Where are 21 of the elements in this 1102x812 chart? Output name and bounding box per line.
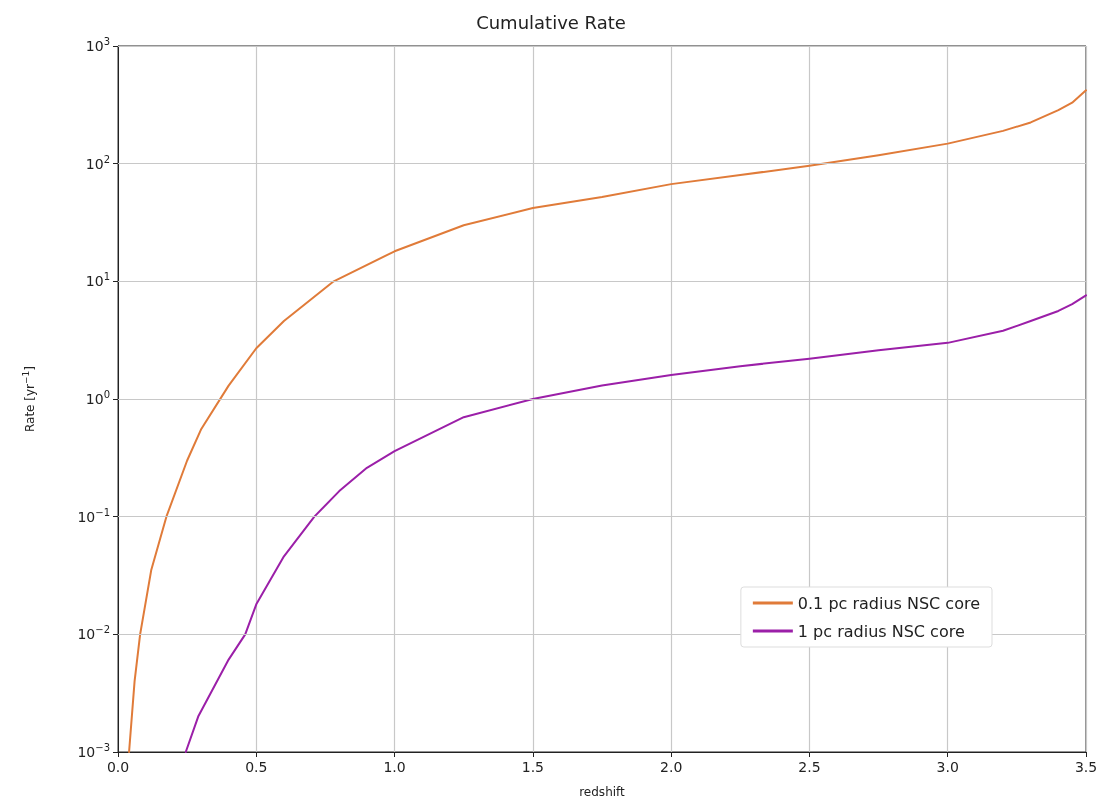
chart-title: Cumulative Rate <box>476 11 626 33</box>
legend-label: 0.1 pc radius NSC core <box>797 593 980 613</box>
x-tick-label: 3.5 <box>1074 759 1098 775</box>
x-tick-label: 1.0 <box>383 759 406 775</box>
x-tick-label: 2.0 <box>660 759 683 775</box>
x-tick-label: 0.0 <box>106 759 130 775</box>
x-tick-label: 0.5 <box>245 759 268 775</box>
x-tick-label: 2.5 <box>798 759 821 775</box>
legend-label: 1 pc radius NSC core <box>797 621 965 641</box>
line-series <box>128 89 1087 753</box>
y-tick-label: 10$^{1}$ <box>85 271 110 290</box>
x-tick-label: 3.0 <box>936 759 959 775</box>
x-tick-label: 1.5 <box>521 759 544 775</box>
y-tick-label: 10$^{−2}$ <box>77 624 110 643</box>
x-axis-title: redshift <box>579 785 626 799</box>
y-tick-label: 10$^{−3}$ <box>77 742 110 760</box>
y-tick-label: 10$^{2}$ <box>85 153 110 172</box>
line-series <box>184 294 1087 753</box>
y-tick-label: 10$^{3}$ <box>85 36 110 54</box>
y-tick-label: 10$^{0}$ <box>85 389 110 407</box>
y-tick-label: 10$^{−1}$ <box>77 506 110 525</box>
